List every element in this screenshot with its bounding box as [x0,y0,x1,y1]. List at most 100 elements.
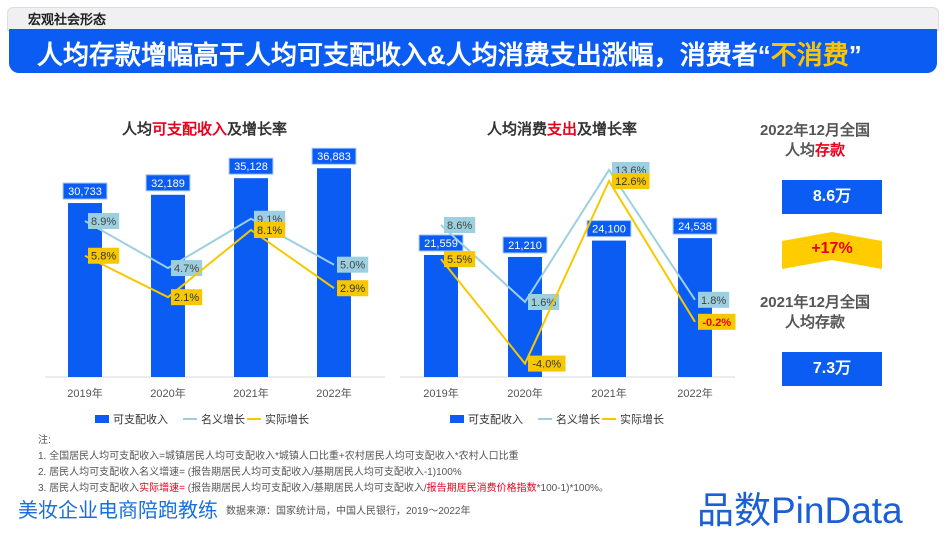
growth-label-box [88,247,120,264]
x-tick-label: 2019年 [423,386,458,400]
legend-label: 实际增长 [620,412,664,426]
growth-label-box [444,217,476,233]
title-part: 人均 [784,142,815,159]
bar-label-box [311,147,357,165]
legend-swatch-bar [450,415,464,423]
growth-label-box [337,280,369,297]
growth-label-box [444,251,476,268]
growth-label-box [698,291,730,308]
headline-quote: ” [848,40,862,70]
note-part: (报告期居民人均可支配收入/基期居民人均可支配收入/ [184,483,427,494]
data-source: 数据来源：国家统计局，中国人民银行，2019～2022年 [226,506,471,517]
legend-label: 可支配收入 [468,412,523,426]
note-3: 3. 居民人均可支配收入实际增速= (报告期居民人均可支配收入/基期居民人均可支… [38,481,609,497]
growth-label: 1.6% [531,297,556,309]
pindata-logo: 品数PinData [697,490,903,531]
growth-label: 12.6% [615,176,646,188]
legend-swatch-bar [95,415,109,423]
growth-label: -0.2% [702,317,731,329]
bar [151,194,185,377]
nominal-growth-line [84,217,335,270]
bar-label: 24,538 [678,221,712,233]
growth-label-box [171,289,203,306]
bar-label: 24,100 [592,224,626,236]
note-2: 2. 居民人均可支配收入名义增速= (报告期居民人均可支配收入/基期居民人均可支… [38,467,462,478]
growth-label: 5.0% [340,260,365,272]
title-red: 支出 [547,121,578,138]
title-line: 人均存款 [755,141,875,161]
growth-label: 2.9% [340,283,365,295]
savings-2021-value: 7.3万 [782,352,882,386]
bar [424,254,458,377]
title-part: 人均 [122,121,153,138]
title-part: 及增长率 [227,121,288,138]
notes: 注: 1. 全国居民人均可支配收入=城镇居民人均可支配收入*城镇人口比重+农村居… [38,433,609,497]
headline-text: 人均存款增幅高于人均可支配收入&人均消费支出涨幅，消费者“ [37,40,771,70]
headline-title: 人均存款增幅高于人均可支配收入&人均消费支出涨幅，消费者“不消费” [37,35,862,72]
bar-label: 21,210 [508,240,542,252]
legend-label: 名义增长 [201,412,245,426]
legend-label: 实际增长 [265,412,309,426]
bar-label: 36,883 [317,151,351,163]
title-red: 存款 [815,142,846,159]
growth-label: 8.6% [447,220,472,232]
chart-title-spending: 人均消费支出及增长率 [487,118,637,139]
growth-label: 8.1% [257,225,282,237]
bar-label: 21,559 [424,238,458,250]
x-tick-label: 2019年 [67,386,102,400]
growth-label: -4.0% [532,359,561,371]
growth-label: 1.8% [701,295,726,307]
growth-label-box [337,256,369,273]
bar-label: 35,128 [234,161,268,173]
x-tick-label: 2021年 [233,386,268,400]
bar-label-box [418,234,464,252]
note-red: 实际增速= [139,483,185,494]
savings-2022-title: 2022年12月全国 人均存款 [755,121,875,161]
growth-label-box [171,260,203,277]
note-red: 报告期居民消费价格指数 [426,483,537,494]
title-line: 2021年12月全国 [759,294,871,311]
bar-label-box [62,182,108,200]
growth-label-box [88,213,120,230]
x-tick-label: 2020年 [150,386,185,400]
growth-label: 5.5% [447,254,472,266]
note-part: *100-1)*100%。 [536,483,609,494]
real-growth-line [84,228,335,299]
legend-label: 可支配收入 [113,412,168,426]
nominal-growth-line [440,168,696,304]
x-tick-label: 2022年 [316,386,351,400]
x-tick-label: 2021年 [591,386,626,400]
savings-2022-value: 8.6万 [782,180,882,214]
savings-2021-title: 2021年12月全国 人均存款 [755,293,875,333]
title-part: 及增长率 [577,121,638,138]
bar-label-box [145,174,191,192]
bar-label-box [502,236,548,254]
note-1: 1. 全国居民人均可支配收入=城镇居民人均可支配收入*城镇人口比重+农村居民人均… [38,451,519,462]
bar-label: 30,733 [68,186,102,198]
growth-label: 8.9% [91,216,116,228]
real-growth-line [440,178,696,366]
legend-label: 名义增长 [556,412,600,426]
chart-title-income: 人均可支配收入及增长率 [122,118,287,139]
bar-label-box [672,217,718,235]
x-tick-label: 2022年 [677,386,712,400]
title-part: 人均消费 [487,121,548,138]
headline-highlight: 不消费 [770,40,849,70]
growth-value: +17% [811,240,853,257]
bar-label: 32,189 [151,178,185,190]
growth-label-box [698,313,736,330]
note-part: 3. 居民人均可支配收入 [38,483,140,494]
growth-label: 2.1% [174,292,199,304]
growth-label-box [254,221,286,238]
note-head: 注: [38,435,51,446]
bar [68,203,102,377]
growth-label: 5.8% [91,251,116,263]
bar [592,240,626,377]
section-label: 宏观社会形态 [28,12,107,27]
title-line: 2022年12月全国 [759,122,871,139]
title-red: 可支配收入 [152,121,228,138]
x-tick-label: 2020年 [507,386,542,400]
